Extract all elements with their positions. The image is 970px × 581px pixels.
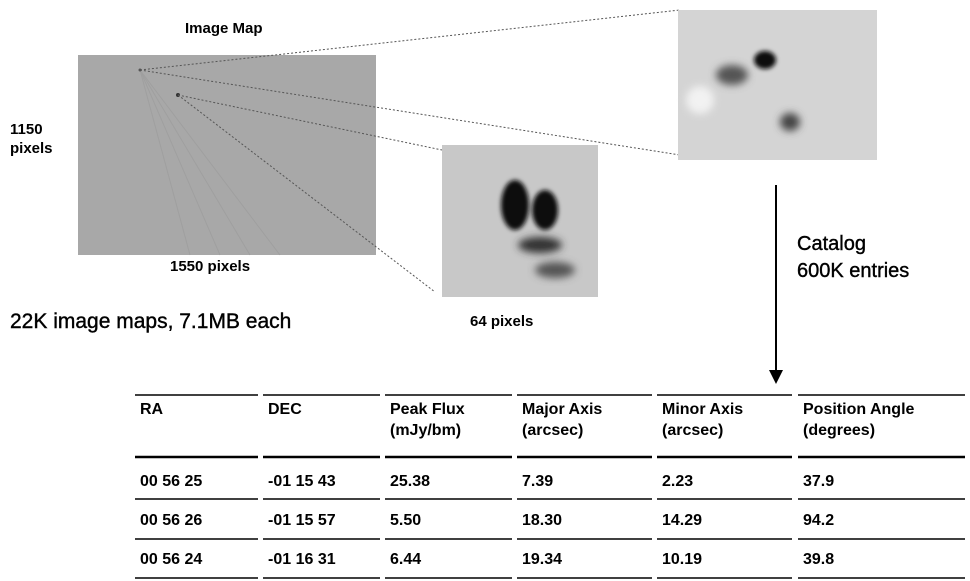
table-cell: 5.50 xyxy=(390,512,421,530)
table-cell: (mJy/bm) xyxy=(390,422,461,440)
table-cell: Major Axis xyxy=(522,401,602,419)
table-cell: -01 15 57 xyxy=(268,512,336,530)
table-cell: -01 16 31 xyxy=(268,551,336,569)
catalog-label: 600K entries xyxy=(797,260,909,283)
table-cell: 00 56 24 xyxy=(140,551,202,569)
catalog-label: Catalog xyxy=(797,233,866,256)
width-label: 1550 pixels xyxy=(170,258,250,275)
table-cell: Position Angle xyxy=(803,401,914,419)
zoom-image-top xyxy=(678,10,877,160)
table-cell: Minor Axis xyxy=(662,401,743,419)
table-cell: 19.34 xyxy=(522,551,562,569)
table-cell: 37.9 xyxy=(803,473,834,491)
zoom-caption: 64 pixels xyxy=(470,313,533,330)
table-cell: 00 56 25 xyxy=(140,473,202,491)
image-map-caption: 22K image maps, 7.1MB each xyxy=(10,310,291,334)
table-cell: (arcsec) xyxy=(522,422,583,440)
zoom-image-middle xyxy=(442,145,598,297)
arrow xyxy=(769,185,783,384)
table-cell: (degrees) xyxy=(803,422,875,440)
table-cell: (arcsec) xyxy=(662,422,723,440)
table-cell: 18.30 xyxy=(522,512,562,530)
table-cell: 25.38 xyxy=(390,473,430,491)
table-cell: 10.19 xyxy=(662,551,702,569)
table-cell: 39.8 xyxy=(803,551,834,569)
table-cell: 00 56 26 xyxy=(140,512,202,530)
table-cell: 94.2 xyxy=(803,512,834,530)
graphics xyxy=(0,0,970,581)
image-map xyxy=(78,55,376,255)
table-cell: RA xyxy=(140,401,163,419)
table-cell: 6.44 xyxy=(390,551,421,569)
table-cell: 2.23 xyxy=(662,473,693,491)
table-cell: DEC xyxy=(268,401,302,419)
table-cell: Peak Flux xyxy=(390,401,465,419)
diagram: Image Map 1150 pixels 1550 pixels 22K im… xyxy=(0,0,970,581)
table-cell: -01 15 43 xyxy=(268,473,336,491)
table-cell: 14.29 xyxy=(662,512,702,530)
table-cell: 7.39 xyxy=(522,473,553,491)
height-label: pixels xyxy=(10,140,53,157)
height-label: 1150 xyxy=(10,121,43,138)
image-map-title: Image Map xyxy=(185,20,263,37)
